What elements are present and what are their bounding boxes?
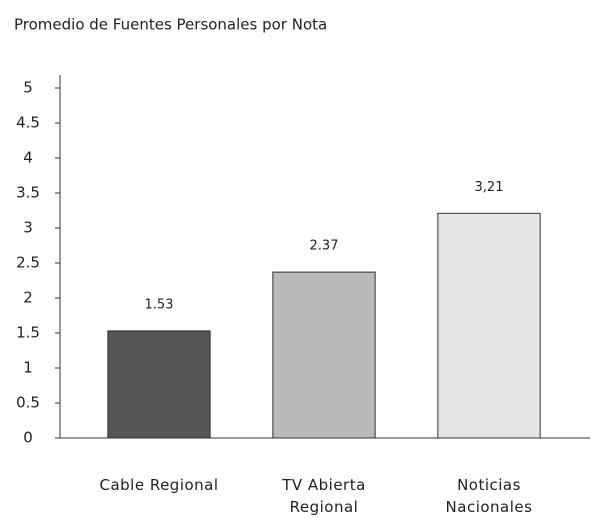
y-tick-label: 1.5: [16, 324, 40, 342]
bar: [437, 212, 541, 439]
x-tick-label: Noticias Nacionales: [445, 476, 533, 516]
y-tick-label: 2.5: [16, 254, 40, 272]
chart-title: Promedio de Fuentes Personales por Nota: [14, 16, 327, 34]
y-tick-label: 0: [23, 429, 33, 447]
y-tick-label: 2: [23, 289, 33, 307]
y-tick-label: 0.5: [16, 394, 40, 412]
x-tick-label: TV Abierta Regional: [282, 476, 366, 516]
value-label: 1.53: [145, 297, 174, 312]
y-tick-label: 1: [23, 359, 33, 377]
value-label: 2.37: [310, 239, 339, 254]
bar: [107, 330, 211, 439]
value-label: 3,21: [475, 180, 504, 195]
bar: [272, 271, 376, 439]
x-tick-label: Cable Regional: [99, 476, 219, 494]
y-tick-label: 5: [23, 79, 33, 97]
y-tick-label: 3.5: [16, 184, 40, 202]
y-tick-label: 4: [23, 149, 33, 167]
y-tick-label: 3: [23, 219, 33, 237]
y-tick-label: 4.5: [16, 114, 40, 132]
